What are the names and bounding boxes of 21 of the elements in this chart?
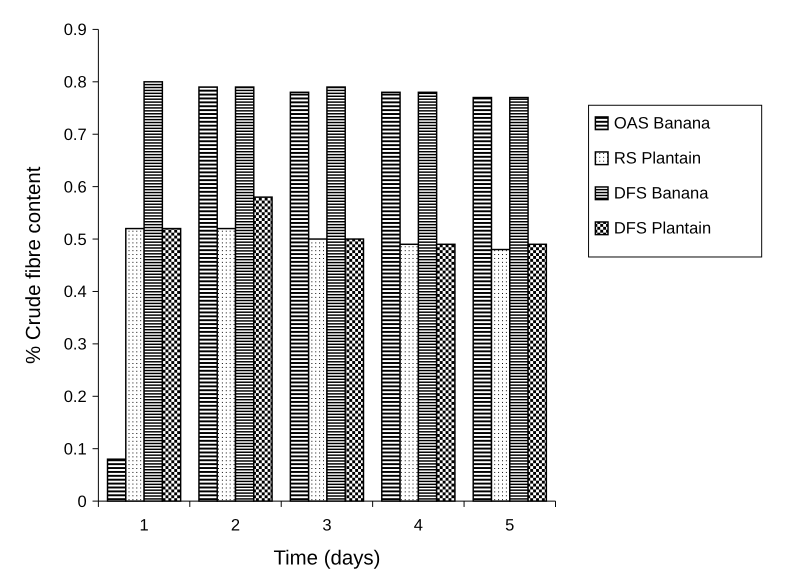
y-tick-label: 0.4: [64, 282, 87, 302]
y-tick-label: 0: [78, 492, 87, 511]
y-tick-label: 0.8: [64, 72, 87, 92]
y-tick-label: 0.7: [64, 125, 87, 144]
y-tick-label: 0.6: [64, 177, 87, 196]
y-axis-title: % Crude fibre content: [23, 166, 46, 364]
legend-label: RS Plantain: [614, 148, 702, 168]
x-tick-label: 2: [230, 515, 240, 534]
y-tick-label: 0.2: [64, 387, 87, 406]
y-tick-label: 0.3: [64, 334, 87, 354]
x-tick-label: 1: [139, 515, 149, 534]
x-tick-label: 5: [505, 515, 514, 534]
y-tick-label: 0.9: [64, 20, 87, 40]
x-tick-label: 4: [414, 515, 423, 534]
legend-label: DFS Banana: [614, 184, 710, 203]
y-tick-label: 0.1: [64, 439, 87, 458]
legend-label: OAS Banana: [614, 114, 712, 133]
x-tick-label: 3: [322, 515, 332, 534]
y-tick-label: 0.5: [64, 230, 87, 249]
legend-label: DFS Plantain: [614, 218, 712, 238]
x-axis-title: Time (days): [273, 547, 380, 570]
